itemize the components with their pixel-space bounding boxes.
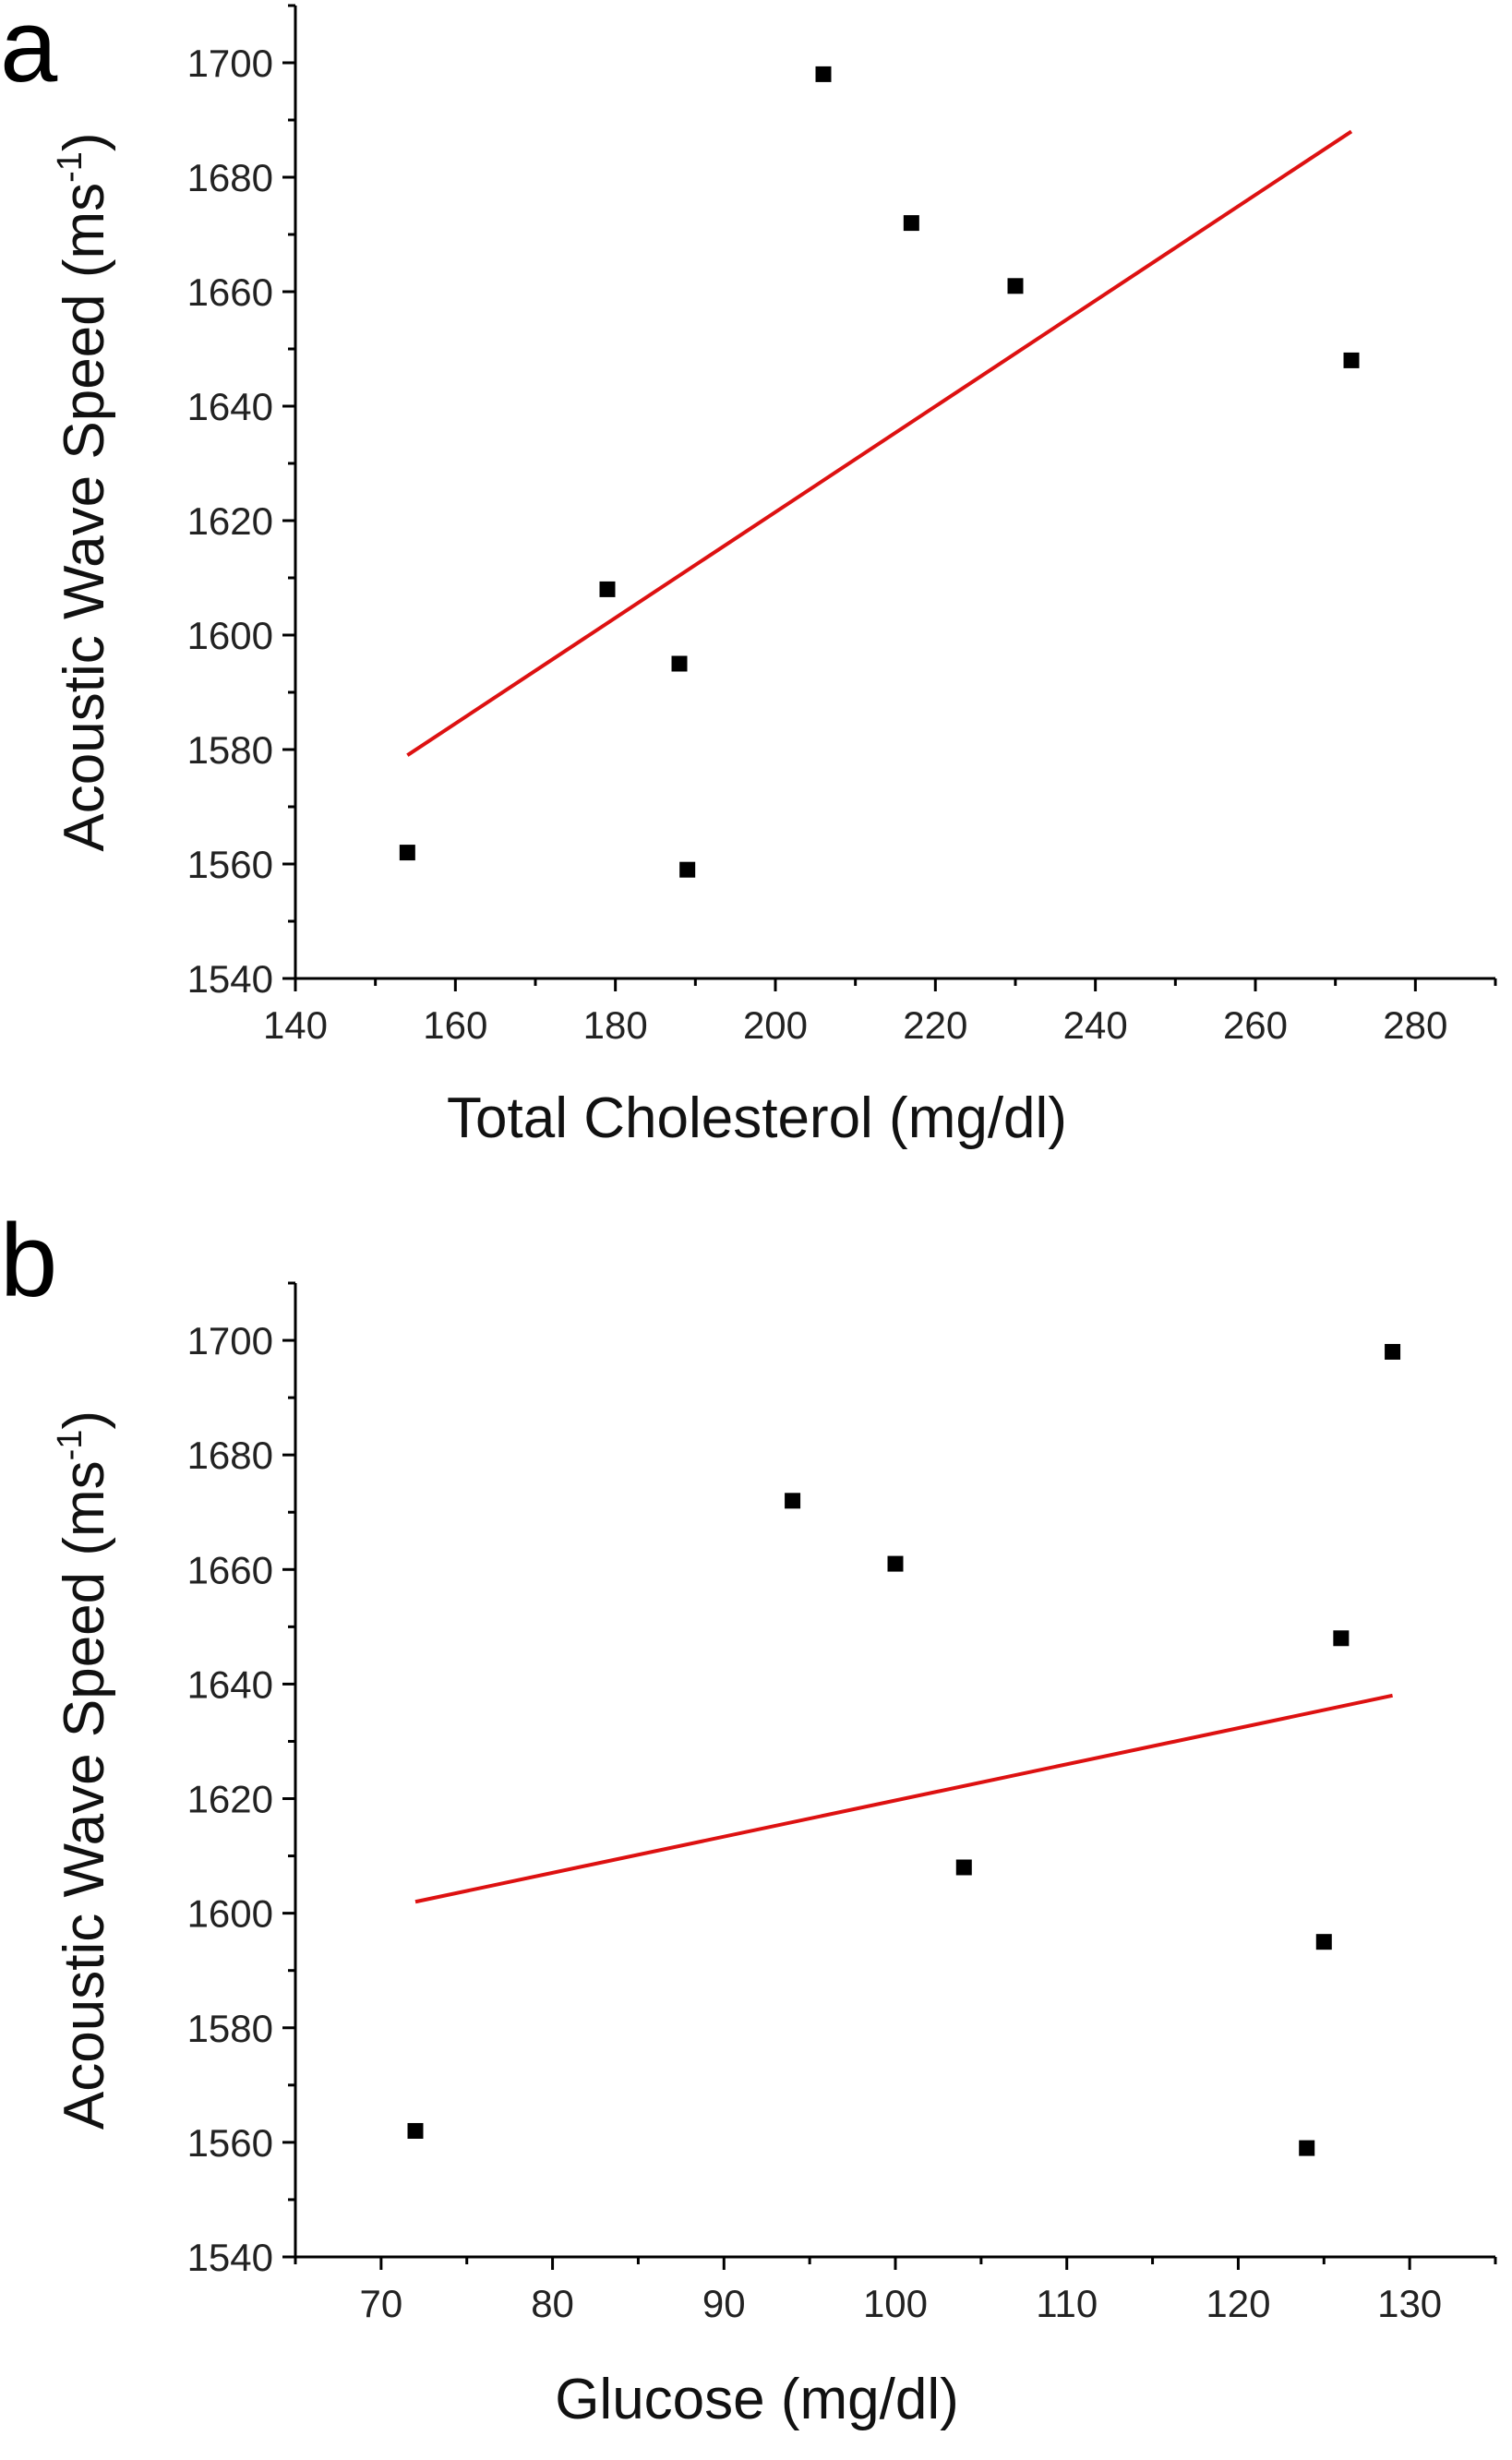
panel-letter: a [0, 0, 58, 103]
data-point-3 [887, 1555, 904, 1572]
x-tick-label: 200 [743, 1003, 808, 1047]
x-tick-label: 240 [1063, 1003, 1128, 1047]
y-tick-label: 1620 [187, 499, 273, 543]
data-point-8 [1385, 1343, 1401, 1360]
data-point-6 [1315, 1934, 1332, 1950]
x-axis-title: Total Cholesterol (mg/dl) [447, 1086, 1067, 1150]
x-tick-label: 130 [1377, 2282, 1442, 2325]
y-axis-title: Acoustic Wave Speed (ms-1) [51, 1410, 116, 2130]
fit-line [414, 1693, 1393, 1904]
y-axis-title-close: ) [53, 1410, 116, 1430]
data-point-3 [671, 655, 688, 672]
y-tick-label: 1640 [187, 385, 273, 428]
y-tick-label: 1580 [187, 728, 273, 772]
x-axis-title: Glucose (mg/dl) [555, 2368, 959, 2431]
panel-letter: b [0, 1203, 57, 1318]
data-point-8 [1343, 352, 1360, 368]
data-point-5 [815, 66, 832, 82]
y-tick-label: 1580 [187, 2007, 273, 2050]
x-tick-label: 140 [263, 1003, 328, 1047]
y-tick-label: 1660 [187, 270, 273, 314]
y-tick-label: 1540 [187, 957, 273, 1001]
x-tick-label: 100 [863, 2282, 928, 2325]
y-tick-label: 1680 [187, 1434, 273, 1477]
x-tick-label: 160 [423, 1003, 487, 1047]
y-tick-label: 1540 [187, 2236, 273, 2279]
x-tick-label: 180 [583, 1003, 648, 1047]
x-tick-label: 120 [1206, 2282, 1270, 2325]
data-point-4 [679, 861, 696, 878]
data-point-2 [785, 1493, 801, 1509]
x-tick-label: 90 [702, 2282, 746, 2325]
data-point-7 [1333, 1630, 1350, 1647]
y-tick-label: 1600 [187, 1892, 273, 1936]
data-point-5 [1299, 2140, 1315, 2156]
y-axis-title-main: Acoustic Wave Speed (ms [53, 183, 116, 852]
fit-line [406, 129, 1353, 757]
chart-panel-b: b 1540 1560 1580 1600 1620 1640 1660 1680 1700 70 8… [0, 1203, 1497, 2431]
x-tick-label: 260 [1223, 1003, 1288, 1047]
y-axis-title-close: ) [53, 132, 116, 151]
data-point-1 [399, 845, 415, 861]
y-tick-label: 1700 [187, 1319, 273, 1362]
y-axis-title: Acoustic Wave Speed (ms-1) [51, 132, 116, 851]
y-tick-label: 1620 [187, 1778, 273, 1821]
y-axis-title-sup: -1 [51, 151, 90, 183]
data-point-7 [1007, 278, 1024, 294]
data-point-4 [955, 1859, 972, 1876]
x-tick-label: 80 [531, 2282, 574, 2325]
y-tick-label: 1680 [187, 156, 273, 199]
y-tick-label: 1560 [187, 843, 273, 886]
x-tick-label: 70 [359, 2282, 402, 2325]
data-point-1 [407, 2122, 424, 2139]
data-point-6 [903, 215, 919, 232]
y-tick-label: 1660 [187, 1548, 273, 1591]
y-tick-label: 1640 [187, 1662, 273, 1706]
y-tick-label: 1560 [187, 2121, 273, 2165]
x-tick-label: 220 [903, 1003, 967, 1047]
y-tick-label: 1600 [187, 614, 273, 657]
y-tick-label: 1700 [187, 42, 273, 85]
y-axis-title-main: Acoustic Wave Speed (ms [53, 1460, 116, 2130]
chart-panel-a: a 1540 1560 1580 1600 1620 1640 1660 1680 1700 140… [0, 0, 1497, 1150]
data-point-2 [599, 581, 616, 597]
x-tick-label: 110 [1036, 2282, 1098, 2325]
y-axis-title-sup: -1 [51, 1430, 90, 1461]
x-tick-label: 280 [1383, 1003, 1447, 1047]
